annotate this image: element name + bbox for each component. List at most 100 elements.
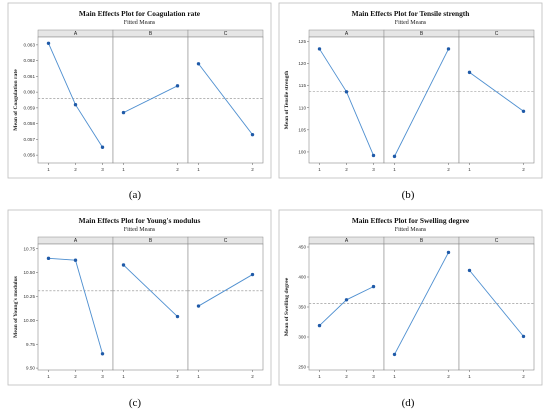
x-tick-label: 3 — [372, 374, 375, 379]
x-tick-label: 2 — [522, 374, 525, 379]
data-point — [175, 84, 180, 88]
chart-subtitle: Fitted Means — [124, 20, 156, 26]
y-tick-label: 10.75 — [24, 246, 36, 251]
facet-label: A — [345, 31, 349, 37]
y-tick-label: 0.061 — [24, 74, 36, 79]
chart-panel-2: Main Effects Plot for Young's modulus Fit… — [7, 209, 272, 386]
x-tick-label: 3 — [101, 167, 104, 172]
x-tick-label: 2 — [251, 167, 254, 172]
y-tick-label: 10.00 — [24, 318, 36, 323]
facet-area-b — [383, 36, 460, 164]
x-tick-label: 1 — [318, 167, 321, 172]
facet-area-b — [112, 36, 189, 164]
y-tick-label: 120 — [298, 61, 306, 66]
y-tick-label: 0.058 — [24, 121, 36, 126]
x-tick-label: 1 — [197, 167, 200, 172]
y-tick-label: 0.063 — [24, 42, 36, 47]
facet-label: A — [74, 238, 78, 244]
chart-subtitle: Fitted Means — [395, 227, 427, 233]
y-tick-label: 400 — [298, 275, 306, 280]
x-tick-label: 2 — [176, 167, 179, 172]
data-point — [100, 145, 105, 149]
facet-label: B — [149, 238, 153, 244]
data-point — [371, 153, 376, 158]
main-effect-line-b — [394, 252, 449, 355]
facet-label: B — [149, 31, 153, 37]
facet-label: A — [74, 31, 78, 37]
y-tick-label: 0.059 — [24, 105, 36, 110]
facet-area-a — [308, 243, 385, 371]
x-tick-label: 2 — [345, 374, 348, 379]
y-tick-label: 350 — [298, 305, 306, 310]
facet-area-a — [37, 36, 114, 164]
data-point — [73, 258, 78, 262]
data-point — [317, 323, 322, 328]
main-effect-line-b — [123, 85, 178, 114]
x-tick-label: 3 — [101, 374, 104, 379]
data-point — [46, 256, 51, 261]
y-tick-label: 100 — [298, 150, 306, 155]
panel-caption: (a) — [129, 189, 142, 201]
x-tick-label: 1 — [468, 374, 471, 379]
x-tick-label: 2 — [522, 167, 525, 172]
data-point — [344, 298, 349, 302]
data-point — [521, 334, 526, 339]
chart-title: Main Effects Plot for Young's modulus — [79, 216, 201, 225]
x-tick-label: 1 — [393, 167, 396, 172]
chart-title: Main Effects Plot for Swelling degree — [352, 216, 470, 225]
y-tick-label: 0.056 — [24, 153, 36, 158]
facet-area-c — [458, 243, 535, 371]
x-tick-label: 1 — [318, 374, 321, 379]
data-point — [392, 352, 397, 357]
chart-panel-3: Main Effects Plot for Swelling degree Fit… — [278, 209, 543, 386]
panel-caption: (c) — [129, 397, 142, 409]
y-tick-label: 10.25 — [24, 294, 36, 299]
main-effect-line-b — [123, 264, 178, 317]
chart-title: Main Effects Plot for Tensile strength — [352, 9, 470, 18]
y-tick-label: 0.060 — [24, 90, 36, 95]
main-effect-line-c — [469, 72, 524, 112]
data-point — [392, 154, 397, 159]
x-tick-label: 2 — [251, 374, 254, 379]
data-point — [250, 132, 255, 137]
facet-label: C — [495, 31, 499, 37]
facet-area-b — [112, 243, 189, 371]
y-axis-label: Mean of Coagulation rate — [13, 69, 19, 131]
x-tick-label: 2 — [447, 167, 450, 172]
x-tick-label: 2 — [74, 374, 77, 379]
data-point — [467, 268, 472, 273]
main-effect-line-c — [198, 63, 253, 135]
x-tick-label: 1 — [47, 167, 50, 172]
main-effect-line-b — [394, 48, 449, 157]
x-tick-label: 1 — [122, 374, 125, 379]
data-point — [317, 47, 322, 51]
data-point — [196, 304, 201, 308]
y-tick-label: 450 — [298, 245, 306, 250]
chart-panel-0: Main Effects Plot for Coagulation rate Fi… — [7, 2, 272, 179]
x-tick-label: 2 — [74, 167, 77, 172]
facet-label: B — [420, 238, 424, 244]
data-point — [196, 62, 201, 66]
facet-label: C — [224, 31, 228, 37]
x-tick-label: 1 — [122, 167, 125, 172]
y-tick-label: 250 — [298, 365, 306, 370]
chart-panel-1: Main Effects Plot for Tensile strength Fi… — [278, 2, 543, 179]
facet-label: C — [495, 238, 499, 244]
main-effect-line-c — [198, 274, 253, 307]
facet-label: B — [420, 31, 424, 37]
y-tick-label: 10.50 — [24, 270, 36, 275]
data-point — [175, 314, 180, 319]
x-tick-label: 2 — [345, 167, 348, 172]
y-tick-label: 9.50 — [26, 366, 35, 371]
main-effect-line-c — [469, 270, 524, 337]
y-tick-label: 105 — [298, 127, 306, 132]
y-tick-label: 300 — [298, 335, 306, 340]
panel-caption: (d) — [402, 397, 415, 409]
x-tick-label: 1 — [468, 167, 471, 172]
data-point — [344, 90, 349, 94]
y-tick-label: 125 — [298, 39, 306, 44]
data-point — [446, 250, 451, 255]
y-tick-label: 0.062 — [24, 58, 36, 63]
data-point — [467, 70, 472, 75]
